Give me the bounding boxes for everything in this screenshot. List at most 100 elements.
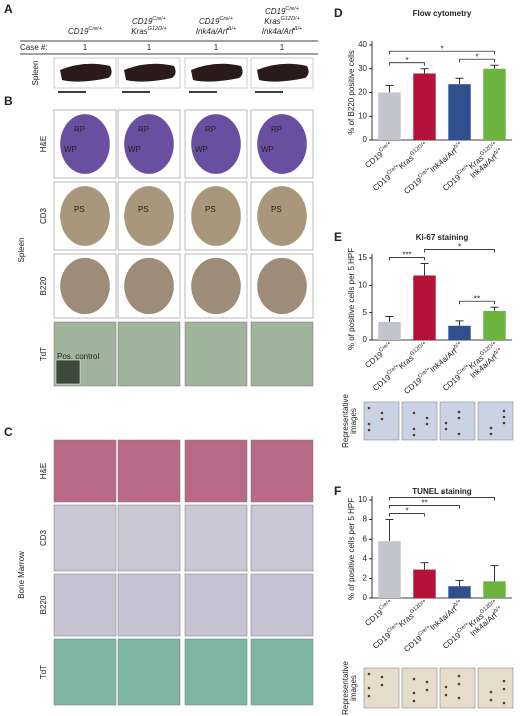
row-label: H&E (39, 136, 48, 152)
y-tick-label: 10 (358, 495, 367, 504)
tissue-photo (53, 504, 117, 572)
column-header: CD19Cre/+ (265, 6, 300, 16)
y-tick-label: 4 (363, 554, 368, 563)
significance-label: * (405, 507, 408, 516)
bar (483, 311, 506, 340)
panel-label: F (334, 484, 341, 498)
superscript: Cre/+ (379, 141, 393, 154)
image-label: Representative (341, 394, 350, 448)
tissue-photo (184, 638, 248, 706)
significance-bracket (389, 497, 495, 501)
image-label: images (349, 675, 358, 701)
spleen-section (191, 257, 241, 315)
x-tick-label-line: CD19Cre/+ (363, 599, 395, 628)
annotation: PS (271, 205, 282, 214)
significance-label: *** (402, 251, 411, 260)
y-tick-label: 20 (358, 88, 367, 97)
superscript: Δ/+ (452, 341, 462, 351)
y-tick-label: 30 (358, 64, 367, 73)
representative-image (477, 401, 514, 441)
text-part: CD19 (132, 17, 153, 26)
tissue-photo (250, 439, 314, 503)
y-tick-label: 10 (358, 280, 367, 289)
tissue-photo (184, 573, 248, 637)
annotation: RP (271, 125, 282, 134)
y-tick-label: 5 (363, 308, 368, 317)
stain-dot (425, 422, 429, 426)
stain-dot (380, 683, 384, 687)
stain-dot (489, 432, 493, 436)
superscript: Cre/+ (88, 26, 102, 32)
annotation: RP (205, 125, 216, 134)
y-axis-label: % of B220 positive cells (347, 50, 356, 135)
stain-dot (412, 677, 416, 681)
significance-bracket (389, 50, 495, 55)
tissue-photo (250, 321, 314, 387)
superscript: Cre/+ (285, 6, 299, 12)
row-label: TdT (39, 347, 48, 361)
bar (378, 541, 401, 598)
tissue-photo (53, 439, 117, 503)
y-tick-label: 8 (363, 515, 368, 524)
bar (378, 321, 401, 340)
significance-bracket (389, 257, 425, 261)
panel-label: E (334, 230, 342, 244)
y-axis-label: % of positive cells per 5 HPF (347, 498, 356, 600)
case-number: 1 (214, 43, 219, 52)
annotation: Pos. control (57, 352, 99, 361)
stain-dot (412, 427, 416, 431)
stain-dot (502, 679, 506, 683)
chart-title: TUNEL staining (412, 487, 472, 496)
annotation: PS (205, 205, 216, 214)
stain-dot (444, 685, 448, 689)
panel-label: C (4, 425, 13, 439)
spleen-shape (191, 63, 243, 82)
annotation: PS (74, 205, 85, 214)
text-part: Kras (131, 27, 147, 36)
spleen-shape (60, 63, 112, 82)
tissue-photo (250, 504, 314, 572)
inset-photo (55, 359, 81, 385)
stain-dot (457, 432, 461, 436)
stain-dot (367, 422, 371, 426)
annotation: RP (138, 125, 149, 134)
stain-dot (412, 411, 416, 415)
significance-label: * (458, 243, 461, 252)
superscript: Δ/+ (493, 605, 503, 615)
significance-bracket (389, 62, 425, 66)
column-header: Ink4a/ArfΔ/+ (262, 26, 303, 36)
stain-dot (502, 421, 506, 425)
chart-title: Flow cytometry (413, 9, 472, 18)
spleen-section (124, 186, 174, 246)
tissue-photo (184, 321, 248, 387)
tissue-photo (117, 638, 181, 706)
superscript: Δ/+ (227, 26, 237, 32)
spleen-section (60, 257, 110, 315)
bar (483, 581, 506, 598)
case-number: 1 (280, 43, 285, 52)
spleen-shape (257, 63, 309, 82)
y-tick-label: 0 (363, 335, 368, 344)
superscript: Δ/+ (293, 26, 303, 32)
stain-dot (502, 409, 506, 413)
significance-label: ** (474, 294, 480, 303)
spleen-section (257, 114, 307, 174)
row-label: TdT (39, 665, 48, 679)
tissue-photo (184, 439, 248, 503)
x-tick-label-line: CD19Cre/+ (363, 141, 395, 170)
representative-image (477, 667, 514, 709)
significance-bracket (459, 58, 495, 63)
image-label: images (349, 408, 358, 434)
bar (413, 569, 436, 598)
annotation: WP (64, 145, 77, 154)
text-part: CD19 (68, 27, 89, 36)
tissue-photo (184, 504, 248, 572)
stain-dot (367, 428, 371, 432)
text-part: Ink4a/Arf (428, 346, 459, 374)
case-number: 1 (147, 43, 152, 52)
significance-label: * (475, 52, 478, 61)
significance-label: * (405, 56, 408, 65)
stain-dot (380, 417, 384, 421)
spleen-section (124, 114, 174, 174)
side-label: Spleen (17, 238, 26, 263)
